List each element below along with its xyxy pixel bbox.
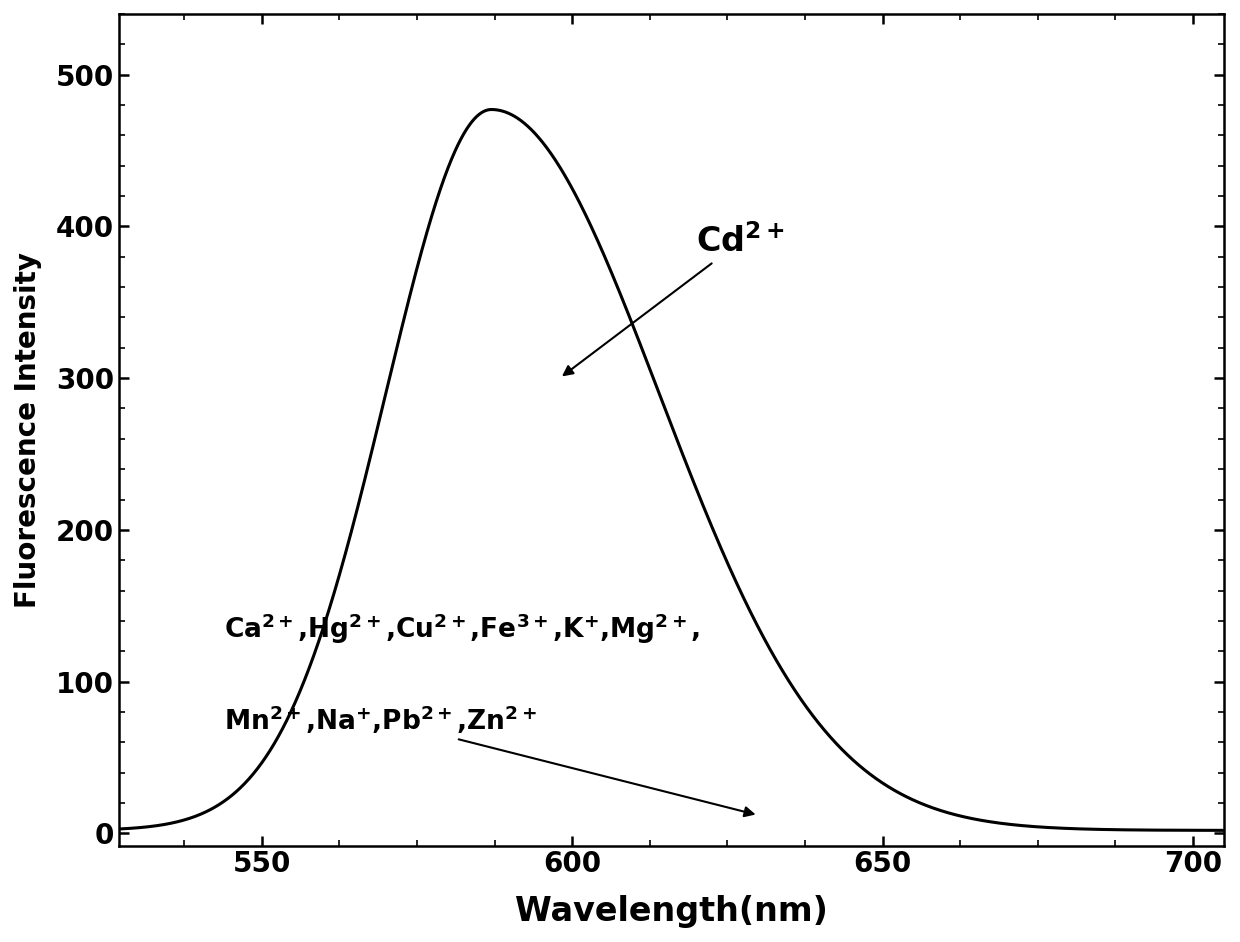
Text: $\mathbf{Mn^{2+}}$,$\mathbf{Na^{+}}$,$\mathbf{Pb^{2+}}$,$\mathbf{Zn^{2+}}$: $\mathbf{Mn^{2+}}$,$\mathbf{Na^{+}}$,$\m… xyxy=(224,704,754,816)
Text: $\mathbf{Ca^{2+}}$,$\mathbf{Hg^{2+}}$,$\mathbf{Cu^{2+}}$,$\mathbf{Fe^{3+}}$,$\ma: $\mathbf{Ca^{2+}}$,$\mathbf{Hg^{2+}}$,$\… xyxy=(224,611,701,646)
Y-axis label: Fluorescence Intensity: Fluorescence Intensity xyxy=(14,252,42,608)
X-axis label: Wavelength(nm): Wavelength(nm) xyxy=(515,895,828,928)
Text: $\mathbf{Cd^{2+}}$: $\mathbf{Cd^{2+}}$ xyxy=(564,224,785,375)
